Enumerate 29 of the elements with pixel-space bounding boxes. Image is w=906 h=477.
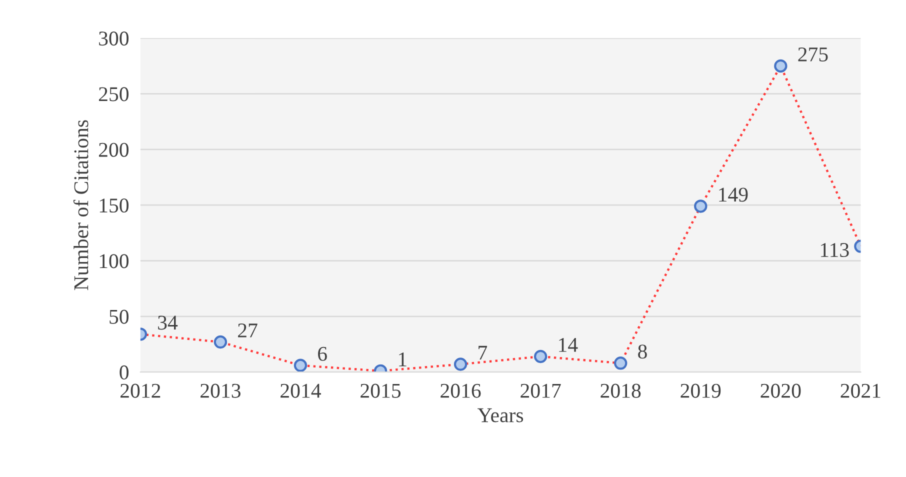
data-label: 1 [399,352,406,366]
data-label: 14 [559,338,578,352]
x-tick-label: 2013 [200,384,240,398]
x-tick-label: 2018 [600,384,641,398]
y-tick-label: 100 [100,254,129,268]
data-label: 34 [158,316,178,330]
y-tick-label: 250 [98,87,129,102]
data-label: 149 [719,188,748,202]
data-label: 275 [798,47,828,62]
y-tick-label: 0 [120,365,129,380]
y-tick-label: 50 [110,310,129,324]
data-label: 27 [238,324,258,338]
data-label: 6 [318,346,327,361]
data-label: 7 [478,346,488,360]
y-axis-title: Number of Citations [73,120,88,290]
x-tick-label: 2016 [440,384,481,398]
x-tick-label: 2019 [680,384,721,398]
y-tick-label: 300 [99,32,129,46]
data-label: 113 [820,243,849,258]
x-tick-label: 2021 [840,384,880,398]
data-label: 8 [638,344,647,359]
x-tick-label: 2015 [360,384,401,398]
x-tick-label: 2020 [760,384,801,398]
y-tick-label: 150 [100,198,129,213]
x-axis-title: Years [478,408,524,422]
x-tick-label: 2014 [280,384,321,398]
x-tick-label: 2012 [120,384,160,398]
y-tick-label: 200 [98,142,129,157]
x-tick-label: 2017 [520,384,561,398]
